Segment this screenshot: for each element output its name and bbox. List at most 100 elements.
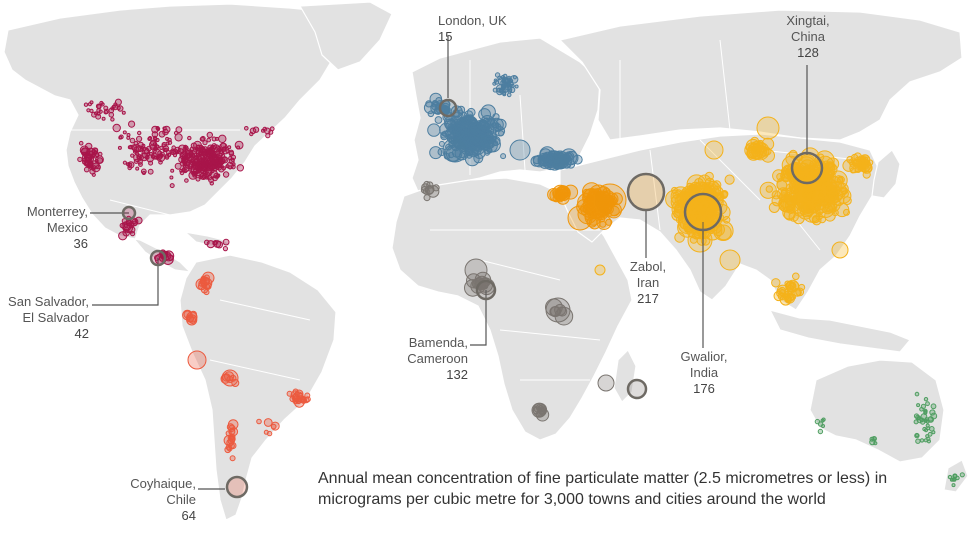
callout-london-value: 15	[438, 29, 453, 44]
south_america-city-dot	[266, 430, 273, 437]
oceania-city-dot	[916, 403, 921, 408]
north_central_america-city-dot	[221, 156, 227, 163]
north_central_america-city-dot	[179, 151, 189, 160]
asia-city-dot	[756, 142, 764, 150]
north_central_america-city-dot	[116, 105, 121, 111]
europe-city-dot	[506, 92, 512, 98]
north_central_america-city-dot	[155, 137, 160, 143]
callout-city-marker	[149, 249, 167, 267]
country-border	[719, 39, 731, 131]
south_america-city-dot	[220, 374, 231, 384]
southeast-asia-islands-landmass	[769, 309, 911, 353]
north_central_america-city-dot	[212, 144, 221, 153]
oceania-city-dot	[919, 438, 925, 443]
callout-coyhaique-name-line1: Coyhaique,	[130, 476, 196, 491]
north_central_america-city-dot	[227, 145, 232, 150]
callout-city-marker	[626, 172, 666, 212]
europe-city-dot	[484, 119, 500, 135]
africa-city-dot	[464, 258, 488, 282]
europe-city-dot	[492, 113, 500, 121]
north_central_america-city-dot	[118, 135, 123, 140]
north_central_america-city-dot	[265, 133, 271, 139]
asia-city-dot	[696, 196, 705, 205]
oceania-city-dot	[949, 477, 954, 482]
callout-city-marker	[475, 279, 497, 301]
north_central_america-city-dot	[185, 159, 194, 168]
north_central_america-city-dot	[77, 156, 83, 163]
asia-city-dot	[768, 202, 780, 213]
europe-city-dot	[502, 92, 507, 97]
asia-city-dot	[724, 174, 735, 185]
europe-city-dot	[507, 82, 512, 87]
south_america-city-dot	[203, 289, 210, 296]
south_america-city-dot	[204, 282, 212, 291]
north_central_america-city-dot	[221, 166, 227, 171]
middle_east-city-dot	[599, 220, 607, 228]
callout-gwalior-value: 176	[693, 381, 715, 396]
europe-city-dot	[466, 139, 473, 146]
oceania-city-dot	[871, 436, 877, 442]
north_central_america-city-dot	[200, 150, 205, 154]
north_central_america-city-dot	[161, 143, 166, 148]
north_central_america-city-dot	[198, 144, 204, 150]
middle_east-city-dot	[605, 218, 613, 226]
oceania-city-dot	[923, 410, 928, 415]
north_central_america-city-dot	[249, 127, 257, 135]
callout-xingtai-name-line1: Xingtai,	[786, 13, 830, 28]
europe-city-dot	[550, 150, 570, 170]
north_central_america-city-dot	[138, 162, 143, 167]
north_central_america-city-dot	[236, 164, 245, 172]
japan-landmass	[871, 149, 901, 199]
north_central_america-city-dot	[215, 174, 220, 179]
oceania-city-dot	[927, 416, 935, 423]
north_central_america-city-dot	[128, 162, 133, 167]
middle_east-city-dot	[602, 187, 611, 197]
europe-city-dot	[471, 128, 479, 136]
europe-city-dot	[500, 153, 507, 160]
south_america-city-dot	[187, 350, 207, 370]
europe-city-dot	[432, 99, 438, 106]
callout-gwalior-name-line1: Gwalior,	[680, 349, 728, 364]
asia-city-dot	[860, 156, 867, 163]
north_central_america-city-dot	[81, 151, 86, 156]
north_central_america-city-dot	[117, 145, 122, 150]
africa-city-dot	[423, 194, 431, 202]
north_central_america-city-dot	[138, 155, 144, 161]
callout-monterrey-name-line2: Mexico	[46, 220, 88, 235]
north_central_america-city-dot	[162, 126, 167, 131]
asia-city-dot	[776, 179, 788, 191]
callout-city-marker	[683, 192, 723, 232]
country-border	[519, 94, 526, 171]
north_central_america-city-dot	[137, 141, 144, 149]
asia-city-dot	[773, 290, 784, 302]
oceania-city-dot	[930, 403, 937, 410]
europe-city-dot	[493, 78, 498, 83]
europe-city-dot	[427, 110, 435, 118]
oceania-city-dot	[916, 415, 922, 421]
europe-city-dot	[496, 87, 504, 96]
north_central_america-city-dot	[95, 113, 102, 120]
callout-city-marker	[626, 378, 648, 400]
africa-city-dot	[545, 297, 571, 323]
north_central_america-city-dot	[128, 144, 134, 150]
north_central_america-city-dot	[140, 168, 147, 175]
europe-city-dot	[425, 100, 433, 108]
north_central_america-city-dot	[84, 159, 94, 168]
north_central_america-city-dot	[196, 171, 201, 177]
country-border	[699, 139, 761, 201]
oceania-city-dot	[923, 397, 929, 402]
middle_east-city-dot	[567, 205, 593, 231]
europe-city-dot	[448, 152, 455, 159]
europe-city-dot	[473, 135, 483, 144]
europe-city-dot	[492, 81, 497, 86]
north_central_america-city-dot	[187, 135, 192, 141]
oceania-city-dot	[922, 426, 927, 432]
north_central_america-city-dot	[202, 140, 208, 146]
north_central_america-city-dot	[166, 152, 172, 158]
asia-city-dot	[671, 209, 683, 221]
oceania-city-dot	[821, 417, 826, 422]
south-america-landmass	[179, 254, 337, 521]
north_central_america-city-dot	[88, 151, 94, 157]
country-borders	[70, 39, 861, 381]
